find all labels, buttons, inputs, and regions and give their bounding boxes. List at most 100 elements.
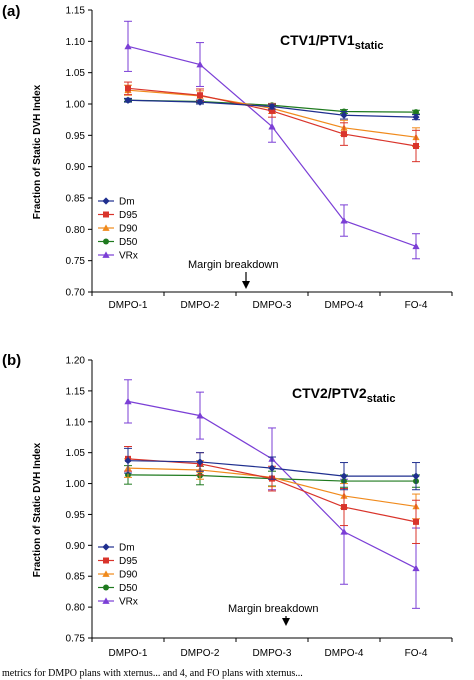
y-tick-label-b: 1.20 (66, 356, 86, 367)
legend-label-d90-b: D90 (119, 570, 138, 581)
y-axis-label-b: Fraction of Static DVH Index (32, 442, 43, 577)
legend-label-d95-a: D95 (119, 210, 138, 221)
panel-label-a: (a) (2, 3, 20, 20)
y-tick-label-b: 0.85 (66, 572, 86, 583)
data-point-dm-a (340, 111, 348, 119)
chart-title-b-main: CTV2/PTV2 (292, 385, 367, 401)
annotation-b: Margin breakdown (228, 603, 319, 615)
data-point-vrx-b (124, 397, 132, 405)
data-point-vrx-a (340, 216, 348, 224)
data-point-vrx-b (196, 412, 204, 419)
panel-label-b: (b) (2, 352, 21, 369)
legend-marker-d90-b (102, 570, 110, 577)
y-axis-label-a: Fraction of Static DVH Index (32, 84, 43, 219)
y-tick-label-a: 0.80 (66, 225, 86, 236)
x-tick-label-a: DMPO-2 (181, 300, 220, 311)
y-tick-label-b: 0.95 (66, 510, 86, 521)
data-point-d95-a (269, 107, 275, 114)
chart-panel-b: (b) CTV2/PTV2static Fraction of Static D… (2, 352, 453, 659)
legend-marker-d50-a (103, 238, 109, 245)
legend-marker-vrx-b (102, 597, 110, 604)
legend-a: Dm D95 D90 D50 VRx (98, 197, 138, 262)
y-tick-label-a: 0.90 (66, 162, 86, 173)
x-tick-label-b: FO-4 (405, 648, 428, 659)
data-point-dm-b (340, 472, 348, 480)
x-tick-label-a: DMPO-3 (253, 300, 292, 311)
series-dm-a (124, 96, 420, 121)
data-point-d95-a (197, 92, 203, 99)
legend-marker-d90-a (102, 224, 110, 231)
legend-label-d50-b: D50 (119, 583, 138, 594)
legend-marker-vrx-a (102, 251, 110, 258)
data-point-d95-a (413, 142, 419, 149)
y-tick-label-a: 1.15 (66, 6, 86, 17)
data-point-d50-a (413, 109, 419, 116)
x-tick-label-a: DMPO-4 (325, 300, 364, 311)
y-tick-label-b: 1.00 (66, 479, 86, 490)
x-tick-label-a: FO-4 (405, 300, 428, 311)
legend-marker-dm-b (102, 543, 110, 551)
data-point-dm-b (412, 472, 420, 480)
data-point-dm-a (268, 102, 276, 111)
x-tick-label-a: DMPO-1 (109, 300, 148, 311)
legend-label-dm-b: Dm (119, 543, 135, 554)
y-tick-label-a: 1.10 (66, 37, 86, 48)
series-line-vrx-a (127, 45, 417, 247)
data-point-vrx-b (340, 528, 348, 535)
data-point-d95-a (341, 131, 347, 138)
y-tick-label-a: 0.75 (66, 256, 86, 267)
data-point-dm-b (268, 464, 276, 472)
chart-title-b: CTV2/PTV2static (292, 385, 395, 405)
chart-title-a: CTV1/PTV1static (280, 32, 383, 52)
x-tick-label-b: DMPO-2 (181, 648, 220, 659)
legend-b: Dm D95 D90 D50 VRx (98, 543, 138, 608)
chart-title-a-main: CTV1/PTV1 (280, 32, 355, 48)
data-point-dm-b (124, 457, 132, 465)
data-point-vrx-a (412, 242, 420, 250)
legend-marker-d95-a (103, 211, 109, 218)
chart-title-b-sub: static (367, 393, 396, 405)
annotation-a: Margin breakdown (188, 259, 279, 271)
data-point-d95-a (125, 85, 131, 92)
data-point-d95-b (413, 518, 419, 525)
legend-label-vrx-b: VRx (119, 597, 138, 608)
data-point-vrx-a (268, 122, 276, 130)
legend-marker-dm-a (102, 197, 110, 205)
y-tick-label-a: 0.95 (66, 131, 86, 142)
data-point-dm-b (196, 458, 204, 466)
series-vrx-b (124, 379, 420, 609)
y-tick-label-a: 1.00 (66, 100, 86, 111)
y-tick-label-a: 0.85 (66, 194, 86, 205)
legend-marker-d50-b (103, 584, 109, 591)
legend-label-vrx-a: VRx (119, 251, 138, 262)
annotation-arrow-b (282, 616, 290, 626)
y-tick-label-b: 0.80 (66, 603, 86, 614)
data-point-vrx-a (196, 60, 204, 68)
y-tick-label-b: 1.15 (66, 386, 86, 397)
y-tick-label-a: 0.70 (66, 288, 86, 299)
data-point-dm-a (196, 98, 204, 106)
chart-panel-a: (a) CTV1/PTV1static Fraction of Static D… (2, 3, 453, 311)
x-tick-label-b: DMPO-3 (253, 648, 292, 659)
legend-marker-d95-b (103, 557, 109, 564)
legend-label-d95-b: D95 (119, 556, 138, 567)
figure-caption: metrics for DMPO plans with xternus... a… (2, 668, 303, 679)
legend-label-dm-a: Dm (119, 197, 135, 208)
y-tick-label-b: 0.90 (66, 541, 86, 552)
y-tick-label-b: 1.05 (66, 448, 86, 459)
data-point-dm-a (412, 113, 420, 121)
y-tick-label-b: 0.75 (66, 634, 86, 645)
series-vrx-a (124, 20, 420, 260)
series-d95-a (124, 81, 420, 163)
x-tick-label-b: DMPO-4 (325, 648, 364, 659)
y-tick-label-b: 1.10 (66, 417, 86, 428)
legend-label-d50-a: D50 (119, 237, 138, 248)
data-point-d95-b (341, 504, 347, 511)
chart-title-a-sub: static (355, 40, 384, 52)
data-point-dm-a (124, 96, 132, 104)
x-tick-label-b: DMPO-1 (109, 648, 148, 659)
annotation-arrow-a (242, 272, 250, 289)
legend-label-d90-a: D90 (119, 224, 138, 235)
series-dm-b (124, 447, 420, 491)
data-point-vrx-b (412, 564, 420, 572)
